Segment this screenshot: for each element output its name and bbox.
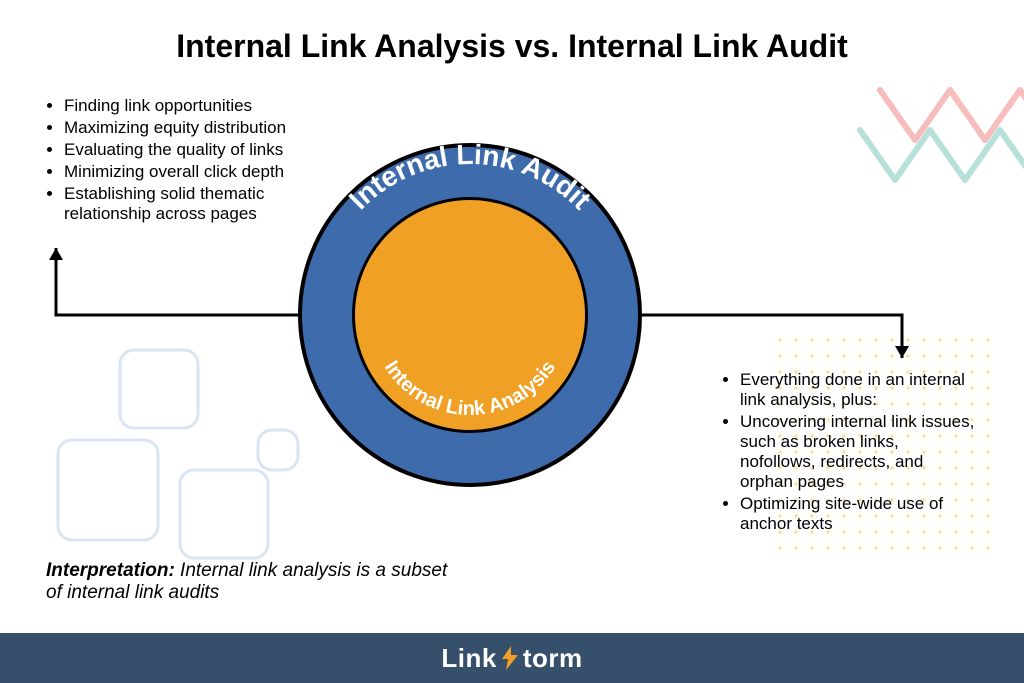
infographic-canvas: Internal Link Analysis vs. Internal Link…: [0, 0, 1024, 683]
interpretation-label: Interpretation:: [46, 560, 175, 581]
linkstorm-logo: Link torm: [441, 643, 582, 674]
inner-disc-analysis: [352, 197, 588, 433]
interpretation-text: Interpretation: Internal link analysis i…: [46, 560, 466, 604]
logo-left: Link: [441, 643, 496, 674]
venn-diagram: Internal Link AuditInternal Link Analysi…: [298, 143, 642, 487]
logo-right: torm: [523, 643, 583, 674]
bolt-icon: [499, 645, 521, 671]
footer-bar: Link torm: [0, 633, 1024, 683]
